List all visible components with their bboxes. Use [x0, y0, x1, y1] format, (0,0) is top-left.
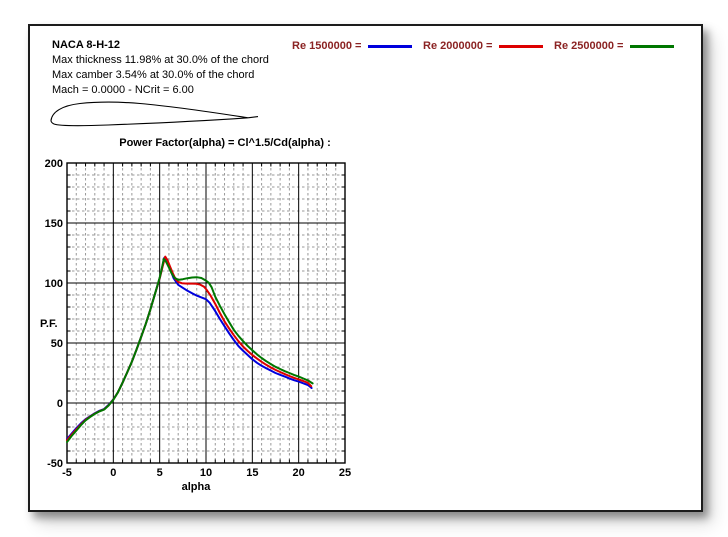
airfoil-name: NACA 8-H-12 — [52, 39, 121, 51]
legend-line-swatch — [499, 44, 544, 48]
legend-item-re-1500000: Re 1500000 = — [292, 40, 423, 52]
y-axis-tick-label: 0 — [57, 398, 63, 410]
x-axis-tick-label: 5 — [157, 467, 163, 479]
airfoil-outline — [50, 101, 249, 127]
report-page: NACA 8-H-12 Max thickness 11.98% at 30.0… — [28, 24, 703, 512]
airfoil-trailing-edge-line — [247, 116, 259, 119]
chart-title: Power Factor(alpha) = Cl^1.5/Cd(alpha) : — [119, 137, 331, 149]
y-axis-tick-label: 200 — [45, 158, 63, 170]
legend-label: Re 2500000 = — [554, 40, 624, 52]
y-axis-tick-label: -50 — [47, 458, 63, 470]
x-axis-tick-label: 15 — [246, 467, 258, 479]
chart-legend: Re 1500000 = Re 2000000 = Re 2500000 = — [292, 40, 685, 52]
x-axis-tick-label: 25 — [339, 467, 351, 479]
series-re-2500000 — [66, 258, 314, 443]
y-axis-tick-label: 100 — [45, 278, 63, 290]
x-axis-tick-label: 0 — [110, 467, 116, 479]
legend-item-re-2500000: Re 2500000 = — [554, 40, 685, 52]
legend-line-swatch — [630, 44, 675, 48]
y-axis-tick-label: 50 — [51, 338, 63, 350]
plot-frame — [66, 162, 346, 464]
legend-item-re-2000000: Re 2000000 = — [423, 40, 554, 52]
max-thickness-line: Max thickness 11.98% at 30.0% of the cho… — [52, 54, 269, 66]
legend-line-swatch — [368, 44, 413, 48]
x-axis-tick-label: -5 — [62, 467, 72, 479]
x-axis-tick-label: 10 — [200, 467, 212, 479]
airfoil-profile-icon — [50, 101, 259, 127]
y-axis-title: P.F. — [40, 318, 58, 330]
airfoil-info-block: NACA 8-H-12 Max thickness 11.98% at 30.0… — [52, 38, 269, 98]
x-axis-title: alpha — [182, 481, 212, 493]
mach-ncrit-line: Mach = 0.0000 - NCrit = 6.00 — [52, 84, 194, 96]
x-axis-tick-label: 20 — [293, 467, 305, 479]
max-camber-line: Max camber 3.54% at 30.0% of the chord — [52, 69, 255, 81]
legend-label: Re 1500000 = — [292, 40, 362, 52]
y-axis-tick-label: 150 — [45, 218, 63, 230]
legend-label: Re 2000000 = — [423, 40, 493, 52]
